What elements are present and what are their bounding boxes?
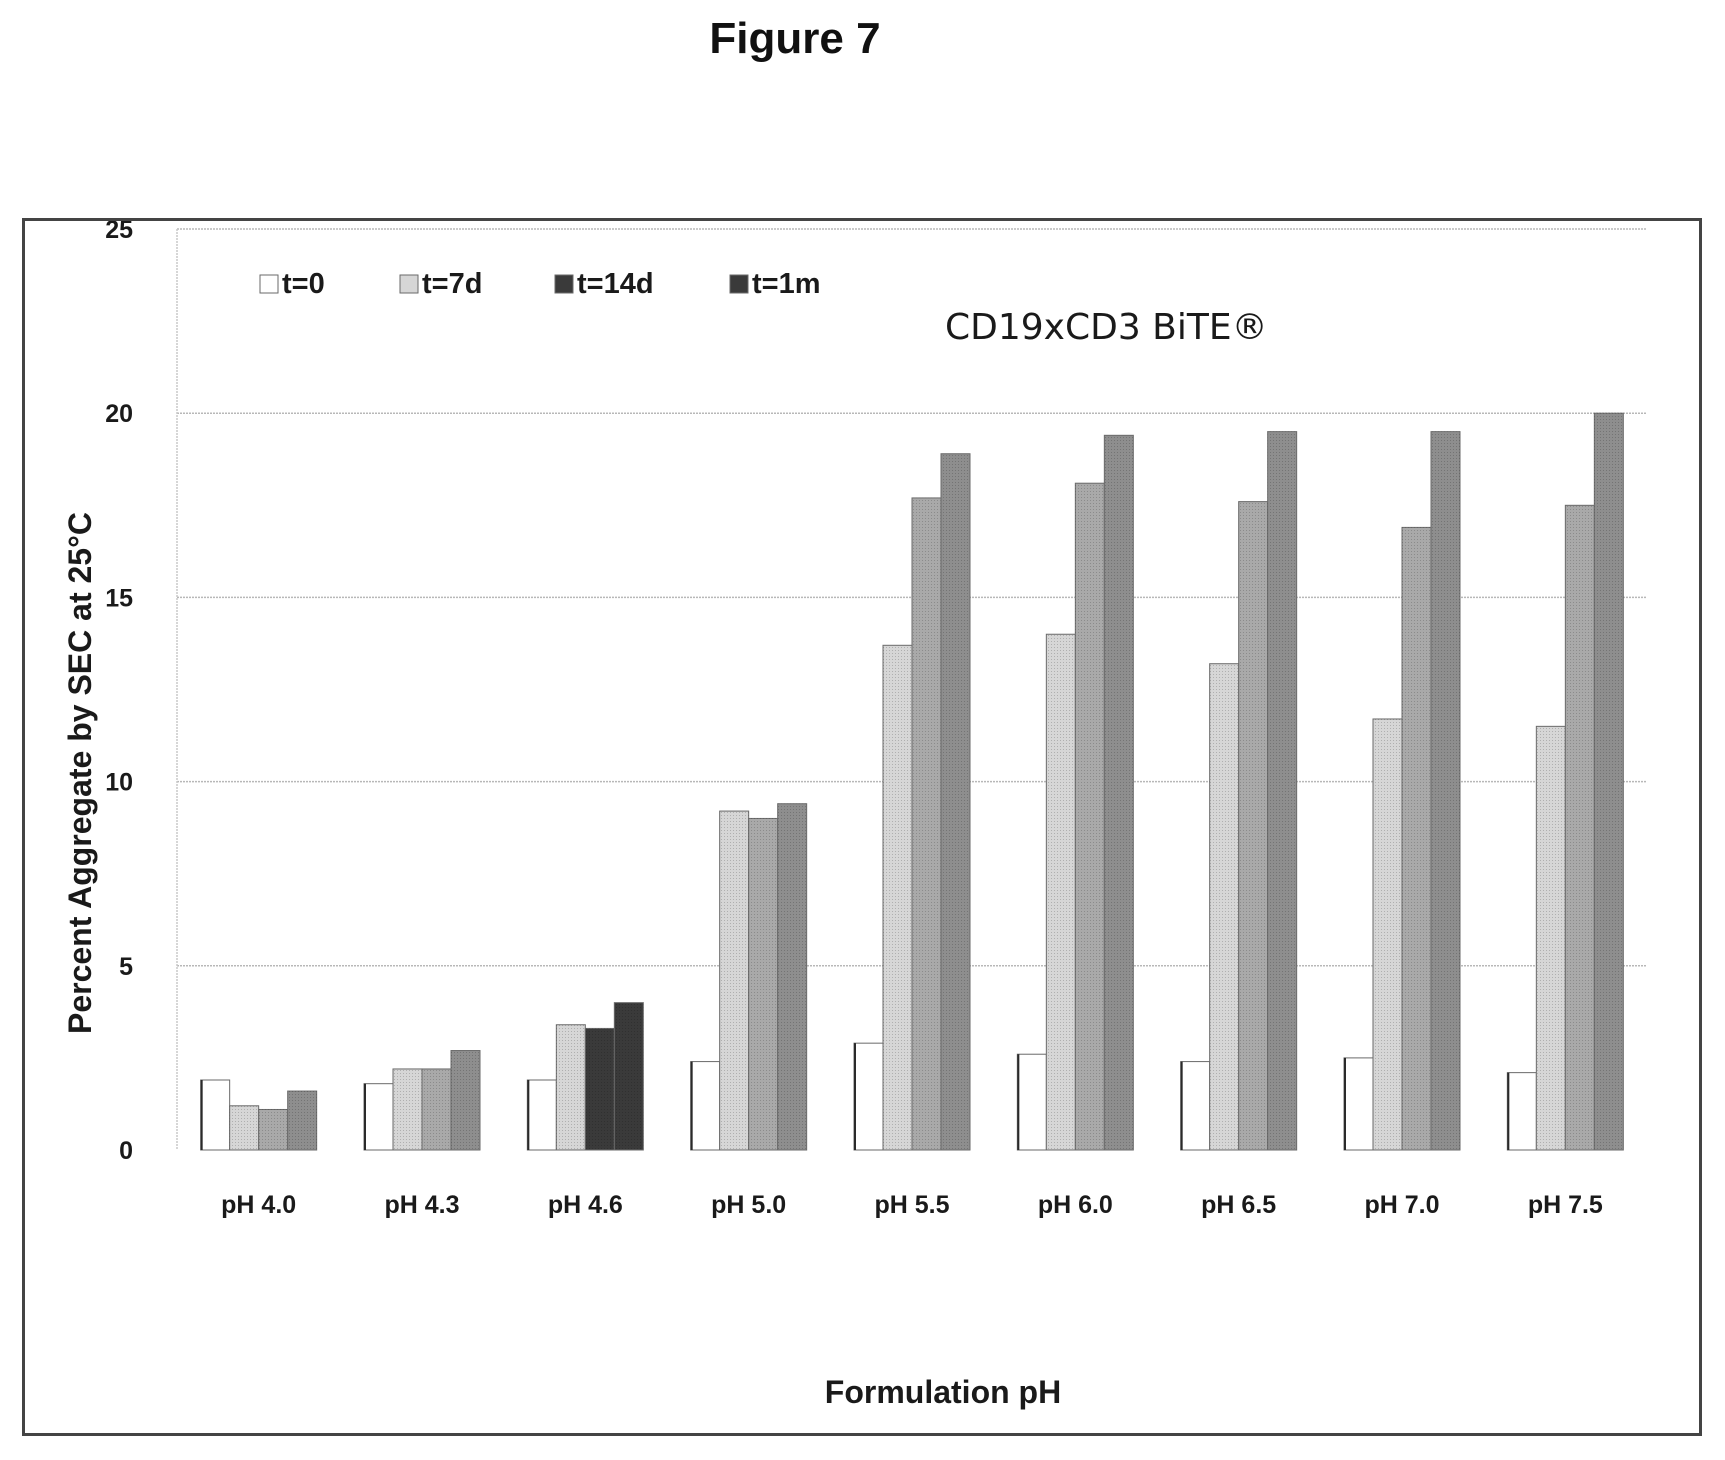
x-tick-label: pH 5.5 (874, 1191, 949, 1219)
chart-frame: 0 5 10 15 20 25 pH 4.0 pH 4.3 pH 4.6 pH 5.0 pH 5.5… (22, 218, 1702, 1436)
legend-swatch (259, 274, 279, 294)
bar (421, 1068, 452, 1151)
bar (1016, 1053, 1047, 1151)
bar (1343, 1057, 1374, 1151)
x-tick-label: pH 4.6 (548, 1191, 623, 1219)
y-axis-title: Percent Aggregate by SEC at 25°C (62, 512, 98, 1034)
bar (613, 1002, 644, 1151)
x-tick-label: pH 7.0 (1364, 1191, 1439, 1219)
bar (1180, 1061, 1211, 1151)
legend-swatch (729, 274, 749, 294)
bar (258, 1108, 289, 1151)
bar (1535, 725, 1566, 1151)
legend-label: t=7d (422, 268, 482, 300)
legend-swatch (554, 274, 574, 294)
bar (719, 810, 750, 1151)
bar (690, 1061, 721, 1151)
y-tick-label: 15 (105, 584, 133, 612)
x-tick-label: pH 5.0 (711, 1191, 786, 1219)
y-tick-label: 25 (105, 221, 133, 244)
bar (1430, 431, 1461, 1151)
bar (748, 817, 779, 1151)
bar (526, 1079, 557, 1151)
bar (229, 1105, 260, 1151)
x-tick-label: pH 6.0 (1038, 1191, 1113, 1219)
chart-annotation: CD19xCD3 BiTE® (945, 307, 1268, 348)
bar (1593, 412, 1624, 1151)
figure-title: Figure 7 (709, 14, 881, 63)
y-tick-label: 0 (119, 1137, 133, 1165)
y-tick-label: 5 (119, 953, 133, 981)
bar (363, 1083, 394, 1151)
bar (777, 803, 808, 1151)
legend-label: t=1m (752, 268, 821, 300)
bar (450, 1050, 481, 1151)
bar (1238, 501, 1269, 1151)
x-tick-label: pH 4.0 (221, 1191, 296, 1219)
x-tick-label: pH 7.5 (1528, 1191, 1603, 1219)
bar (853, 1042, 884, 1151)
bar-chart: 0 5 10 15 20 25 pH 4.0 pH 4.3 pH 4.6 pH 5.0 pH 5.5… (62, 221, 1647, 1410)
bar (1209, 663, 1240, 1151)
legend: t=0 t=7d t=14d t=1m (259, 268, 821, 300)
legend-label: t=14d (577, 268, 654, 300)
x-tick-label: pH 4.3 (384, 1191, 459, 1219)
bar (882, 644, 913, 1151)
bar (1074, 482, 1105, 1151)
bar (1564, 504, 1595, 1151)
y-tick-label: 20 (105, 400, 133, 428)
bar (287, 1090, 318, 1151)
y-tick-label: 10 (105, 769, 133, 797)
bar (911, 497, 942, 1151)
axes: 0 5 10 15 20 25 pH 4.0 pH 4.3 pH 4.6 pH 5.0 pH 5.5… (105, 221, 1603, 1219)
bar (200, 1079, 231, 1151)
legend-swatch (399, 274, 419, 294)
bar (1045, 633, 1076, 1151)
bar (1372, 718, 1403, 1151)
bar (940, 453, 971, 1151)
bar (392, 1068, 423, 1151)
bar (1401, 526, 1432, 1151)
bar (1267, 431, 1298, 1151)
x-tick-label: pH 6.5 (1201, 1191, 1276, 1219)
bar (584, 1027, 615, 1151)
bar (555, 1024, 586, 1151)
x-axis-title: Formulation pH (825, 1374, 1061, 1410)
bar (1506, 1072, 1537, 1151)
legend-label: t=0 (282, 268, 325, 300)
bar (1103, 434, 1134, 1151)
